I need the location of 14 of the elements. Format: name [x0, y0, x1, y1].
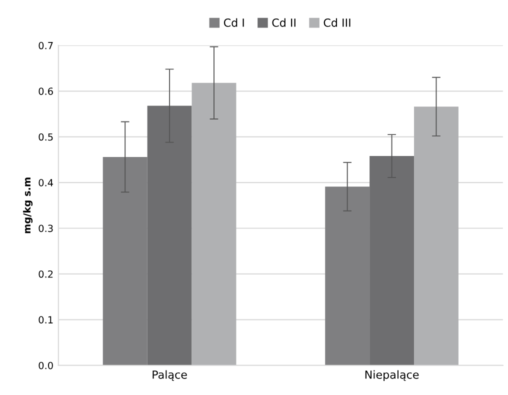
y-axis-title: mg/kg s.m	[23, 178, 33, 234]
y-tick-label: 0.5	[38, 133, 53, 141]
x-tick-label: Palące	[152, 370, 187, 381]
legend-label: Cd III	[324, 18, 350, 27]
legend-label: Cd I	[224, 18, 244, 27]
y-tick-label: 0.7	[38, 42, 53, 50]
y-tick-label: 0.4	[38, 179, 54, 186]
x-tick-label: Niepalące	[365, 370, 419, 381]
y-tick-label: 0.6	[38, 88, 53, 95]
y-tick-label: 0.1	[38, 316, 53, 324]
y-tick-label: 0.0	[38, 362, 53, 370]
y-tick-label: 0.3	[38, 224, 53, 232]
y-tick-label: 0.2	[38, 270, 53, 278]
legend-label: Cd II	[272, 18, 296, 27]
